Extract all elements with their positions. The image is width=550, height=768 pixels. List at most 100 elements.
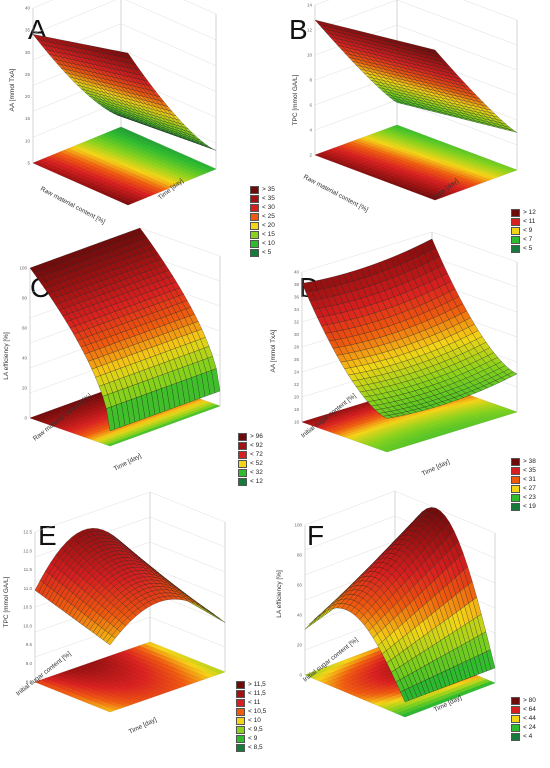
contour-cell <box>392 124 403 129</box>
legend-entry: < 52 <box>238 459 263 468</box>
legend-entry: < 20 <box>250 221 275 230</box>
z-tick-label: 35 <box>25 28 31 33</box>
legend-swatch <box>511 493 520 502</box>
legend-entry: > 12 <box>511 208 536 217</box>
z-tick-label: 40 <box>22 356 28 361</box>
z-tick-label: 10.5 <box>23 605 32 610</box>
surface-mesh <box>29 227 221 432</box>
z-tick-label: 60 <box>22 326 28 331</box>
z-tick-label: 16 <box>294 420 300 425</box>
legend-swatch <box>238 450 247 459</box>
legend-entry: < 7 <box>511 235 536 244</box>
z-tick-label: 15 <box>25 116 31 121</box>
legend-swatch <box>238 432 247 441</box>
z-tick-label: 11.5 <box>24 567 33 572</box>
legend-swatch <box>511 244 520 253</box>
legend: > 96 < 92 < 72 < 52 < 32 < 12 <box>238 432 263 486</box>
legend-label: < 19 <box>523 503 536 510</box>
legend-swatch <box>250 221 259 230</box>
surface-cell <box>106 406 116 432</box>
contour-floor <box>34 641 226 713</box>
legend-label: < 32 <box>250 469 263 476</box>
legend-entry: < 15 <box>250 230 275 239</box>
legend-swatch <box>250 194 259 203</box>
legend-label: < 52 <box>250 460 263 467</box>
legend-entry: < 10 <box>250 239 275 248</box>
legend-label: < 11 <box>523 218 536 225</box>
contour-floor <box>314 124 518 201</box>
z-tick-label: 30 <box>25 50 31 55</box>
legend-entry: < 5 <box>250 248 275 257</box>
legend-swatch <box>511 226 520 235</box>
legend-swatch <box>250 185 259 194</box>
legend-label: < 12 <box>250 478 263 485</box>
grid-line <box>32 0 217 15</box>
z-tick-label: 36 <box>294 295 300 300</box>
z-tick-label: 12 <box>307 28 313 33</box>
legend-label: > 12 <box>523 209 536 216</box>
z-axis-title: LA efficiency [%] <box>3 332 10 380</box>
contour-cell <box>144 641 154 646</box>
surface-cell <box>123 51 133 60</box>
legend-label: < 30 <box>262 204 275 211</box>
z-tick-label: 0 <box>24 416 27 421</box>
z-tick-label: 18 <box>294 407 300 412</box>
grid-line <box>301 231 518 273</box>
z-tick-label: 38 <box>294 282 300 287</box>
legend-entry: < 27 <box>511 484 536 493</box>
chart-panel-e: E 8.5 9.0 9.5 10.0 10.5 11.0 11.5 12.0 12.5 TPC [… <box>0 491 275 768</box>
panel-label: B <box>289 14 308 45</box>
grid-line <box>34 616 226 658</box>
legend-entry: < 30 <box>250 203 275 212</box>
legend-label: < 31 <box>523 476 536 483</box>
z-tick-label: 20 <box>25 94 31 99</box>
legend-label: < 35 <box>262 195 275 202</box>
z-tick-label: 9.0 <box>26 661 33 666</box>
legend-swatch <box>238 441 247 450</box>
legend-entry: < 31 <box>511 475 536 484</box>
z-tick-label: 40 <box>25 6 31 11</box>
legend-swatch <box>511 235 520 244</box>
grid-line <box>314 0 518 21</box>
grid-line <box>314 0 518 46</box>
z-tick-label: 20 <box>22 386 28 391</box>
legend-swatch <box>511 475 520 484</box>
legend-swatch <box>511 466 520 475</box>
legend-swatch <box>238 477 247 486</box>
z-tick-label: 2 <box>309 153 312 158</box>
legend-entry: > 38 <box>511 457 536 466</box>
legend-swatch <box>511 484 520 493</box>
legend-swatch <box>250 212 259 221</box>
legend-entry: > 96 <box>238 432 263 441</box>
legend-label: < 7 <box>523 236 533 243</box>
z-tick-label: 6 <box>309 103 312 108</box>
legend-swatch <box>511 502 520 511</box>
z-tick-label: 26 <box>294 357 300 362</box>
z-tick-label: 40 <box>294 270 300 275</box>
legend-entry: < 35 <box>250 194 275 203</box>
legend-label: < 23 <box>523 494 536 501</box>
surface-cell <box>429 48 440 55</box>
legend-label: > 35 <box>262 186 275 193</box>
surface-mesh <box>34 528 226 646</box>
z-tick-label: 25 <box>25 72 31 77</box>
z-axis-title: AA [mmol TxA] <box>9 68 16 111</box>
chart-panel-a: A 5 10 15 20 25 30 35 40 AA [mmol TxA] Raw materi… <box>0 0 275 257</box>
legend-swatch <box>511 457 520 466</box>
z-tick-label: 10 <box>307 53 313 58</box>
z-tick-label: 4 <box>309 128 312 133</box>
legend-entry: < 25 <box>250 212 275 221</box>
z-tick-label: 10.0 <box>23 623 32 628</box>
legend-label: < 72 <box>250 451 263 458</box>
legend-entry: < 11 <box>511 217 536 226</box>
legend-entry: < 72 <box>238 450 263 459</box>
legend-label: < 27 <box>523 485 536 492</box>
legend-label: < 10 <box>262 240 275 247</box>
z-tick-label: 12.0 <box>23 548 32 553</box>
legend-label: > 96 <box>250 433 263 440</box>
z-tick-label: 30 <box>294 332 300 337</box>
z-tick-label: 12.5 <box>23 530 32 535</box>
z-tick-label: 8.5 <box>26 680 33 685</box>
